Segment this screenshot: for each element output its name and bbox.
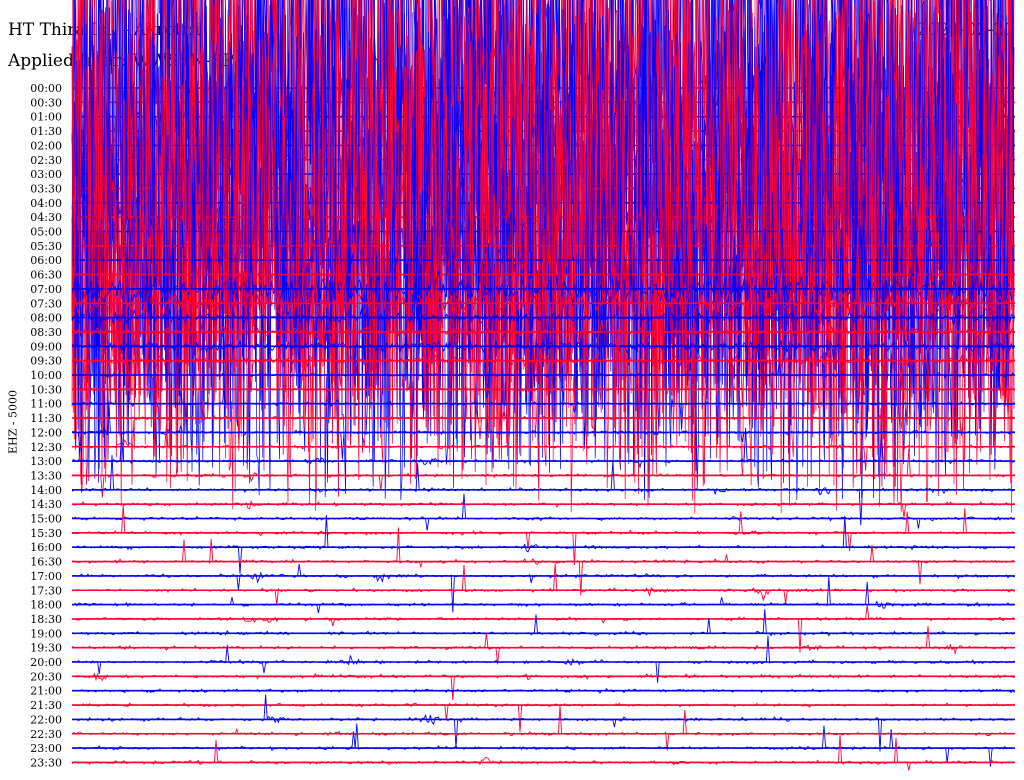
time-label: 21:30 [30,699,62,712]
time-label: 02:00 [30,139,62,152]
time-label: 13:00 [30,455,62,468]
trace-line-1830 [71,604,1015,653]
time-label: 16:30 [30,556,62,569]
time-label: 20:30 [30,670,62,683]
trace-line-1500 [71,493,1015,531]
time-label: 16:00 [30,541,62,554]
time-label: 12:00 [30,426,62,439]
time-label: 07:30 [30,297,62,310]
trace-line-2030 [71,672,1015,701]
time-label: 22:00 [30,713,62,726]
trace-line-2130 [71,702,1015,732]
time-label: 02:30 [30,154,62,167]
time-label: 10:00 [30,369,62,382]
time-label: 00:30 [30,96,62,109]
time-label: 01:00 [30,111,62,124]
time-label: 17:30 [30,584,62,597]
time-label: 23:00 [30,742,62,755]
trace-line-2230 [71,705,1015,751]
time-label: 03:30 [30,182,62,195]
time-label: 23:30 [30,756,62,769]
time-label: 18:00 [30,599,62,612]
time-label: 01:30 [30,125,62,138]
time-label: 10:30 [30,383,62,396]
time-label: 00:00 [30,82,62,95]
time-label: 04:30 [30,211,62,224]
time-label: 11:30 [30,412,62,425]
trace-group [71,0,1015,771]
time-label: 04:00 [30,197,62,210]
time-label: 19:30 [30,642,62,655]
time-label: 15:30 [30,527,62,540]
time-label: 03:00 [30,168,62,181]
trace-line-1800 [71,576,1015,614]
time-label: 14:00 [30,484,62,497]
time-label: 06:30 [30,269,62,282]
time-label: 07:00 [30,283,62,296]
time-label: 14:30 [30,498,62,511]
time-label: 12:30 [30,441,62,454]
trace-line-2200 [71,694,1015,752]
trace-line-2300 [71,723,1015,767]
time-label: 08:30 [30,326,62,339]
time-label: 09:00 [30,340,62,353]
time-label: 22:30 [30,728,62,741]
time-label: 08:00 [30,312,62,325]
time-label: 05:00 [30,226,62,239]
time-label: 17:00 [30,570,62,583]
time-label: 15:00 [30,513,62,526]
trace-line-0900 [71,297,1015,399]
trace-line-1900 [71,609,1015,637]
time-label: 13:30 [30,469,62,482]
time-label: 19:00 [30,627,62,640]
time-label: 06:00 [30,254,62,267]
time-label: 18:30 [30,613,62,626]
trace-line-0700 [71,176,1015,401]
time-label: 20:00 [30,656,62,669]
time-label: 21:00 [30,685,62,698]
trace-line-1600 [71,515,1015,574]
time-label: 05:30 [30,240,62,253]
trace-line-1930 [71,626,1015,665]
trace-line-1730 [71,563,1015,606]
trace-line-2330 [71,734,1015,771]
time-label: 11:00 [30,398,62,411]
time-label: 09:30 [30,355,62,368]
